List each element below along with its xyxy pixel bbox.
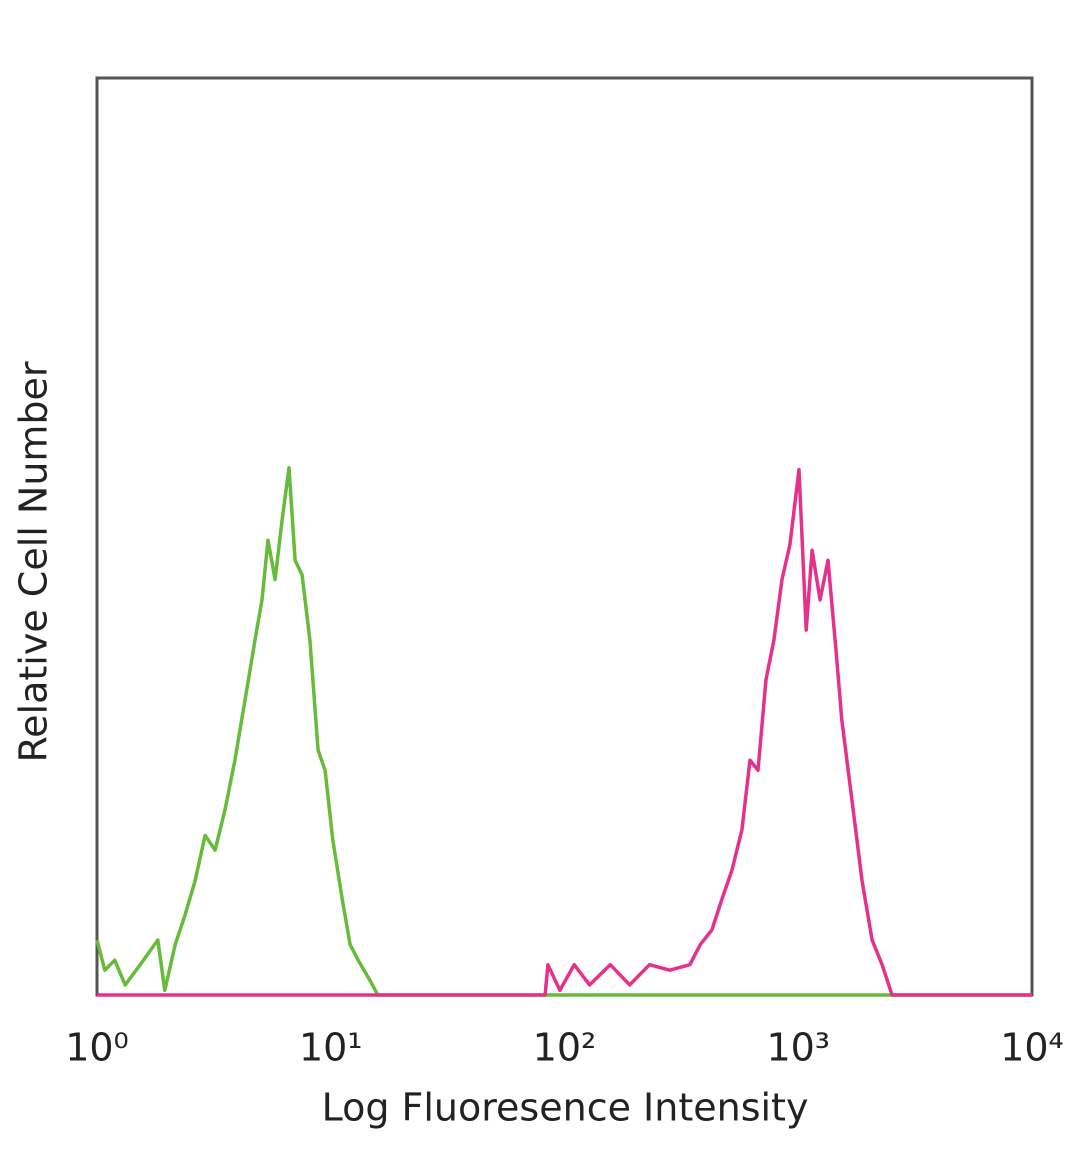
x-tick-label: 10³ <box>766 1026 830 1070</box>
x-axis-label: Log Fluoresence Intensity <box>322 1086 809 1130</box>
histogram-line <box>97 467 1032 997</box>
x-tick-label: 10² <box>533 1026 597 1070</box>
x-tick-label: 10¹ <box>299 1026 363 1070</box>
plot-frame <box>95 76 1034 997</box>
histogram-line <box>95 465 1032 997</box>
y-axis-label: Relative Cell Number <box>12 361 56 762</box>
x-tick-label: 10⁴ <box>1000 1026 1064 1070</box>
x-tick-label: 10⁰ <box>65 1026 129 1070</box>
